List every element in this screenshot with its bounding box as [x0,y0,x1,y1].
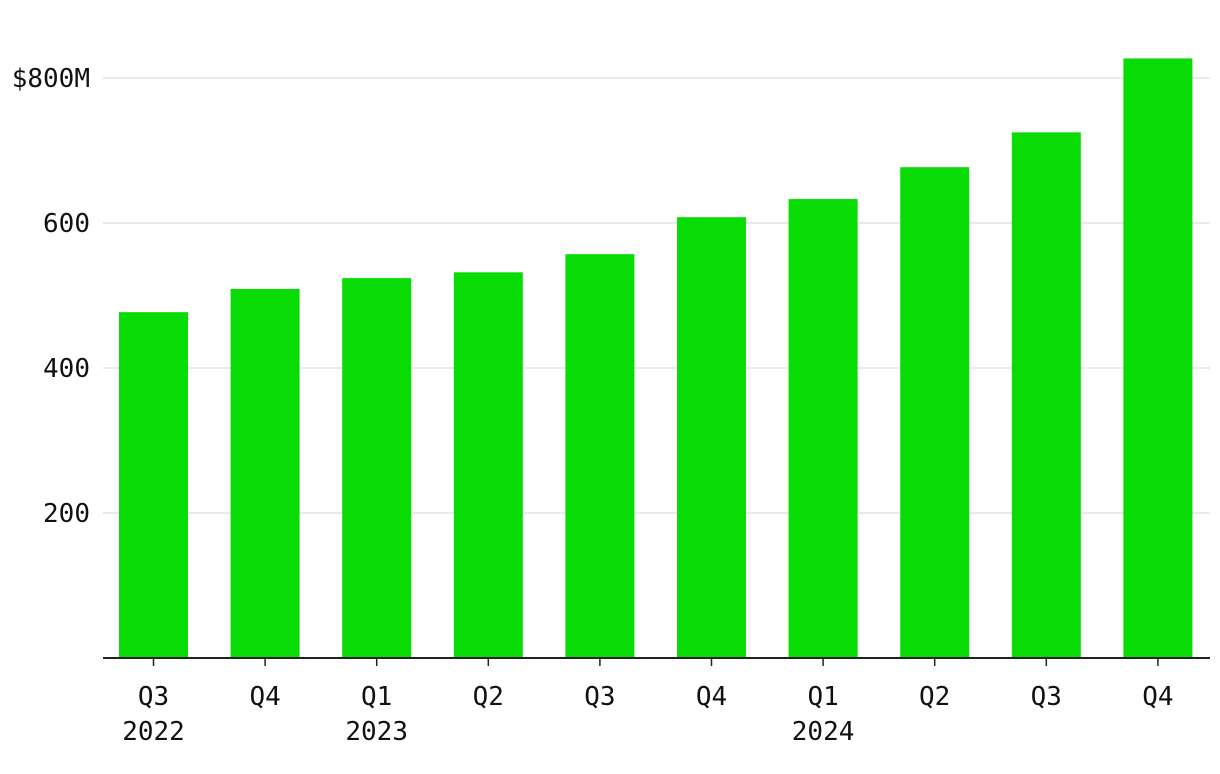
x-tick-label: Q3 [1031,682,1062,712]
bar [119,312,188,658]
y-tick-label: 200 [43,499,90,529]
x-tick-label: Q1 [807,682,838,712]
bar [677,217,746,658]
y-tick-label: 600 [43,209,90,239]
bar [1011,132,1081,658]
x-tick-label: Q3 [584,682,615,712]
bar [900,167,970,659]
x-tick-label: Q1 [361,682,392,712]
x-tick-label: Q4 [1142,682,1173,712]
y-tick-label: 400 [43,354,90,384]
x-tick-label: Q4 [249,682,280,712]
x-tick-label: Q2 [919,682,950,712]
x-year-label: 2023 [345,717,408,747]
x-year-label: 2024 [792,717,855,747]
y-axis-ticks: 200 400 600 $800M [12,64,90,529]
x-tick-label: Q2 [473,682,504,712]
x-year-label: 2022 [122,717,185,747]
bar [1123,58,1193,659]
bars [119,58,1193,659]
x-tick-label: Q3 [138,682,169,712]
y-tick-label: $800M [12,64,90,94]
x-axis-ticks: Q3 2022 Q4 Q1 2023 Q2 Q3 Q4 Q1 2024 Q2 Q3 Q4 [122,658,1174,747]
x-tick-label: Q4 [696,682,727,712]
bar [453,272,523,658]
bar [565,254,635,659]
bar [788,199,858,658]
bar [342,278,412,658]
bar [230,288,300,658]
